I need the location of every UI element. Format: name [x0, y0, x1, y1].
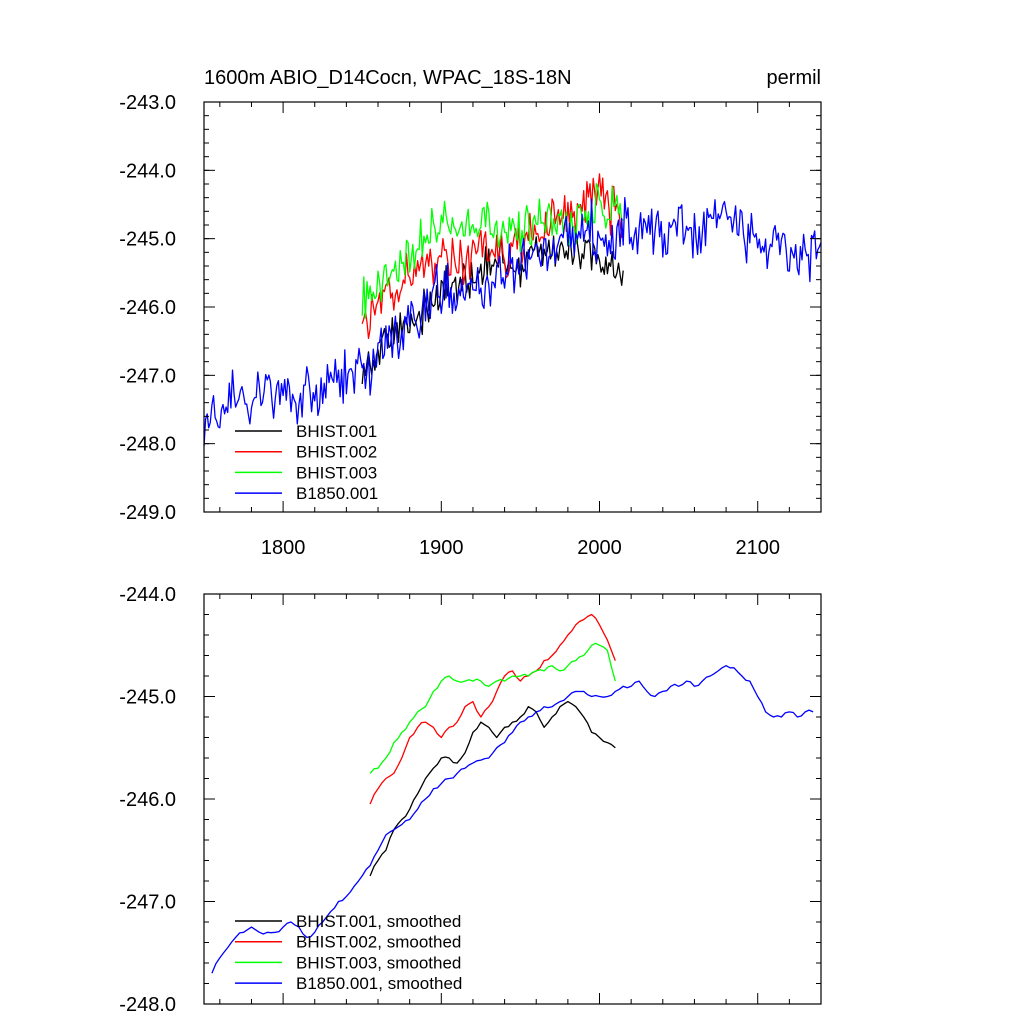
top-y-tick-label: -245.0 [119, 229, 176, 251]
top-legend-label-bhist-001: BHIST.001 [296, 422, 377, 441]
bottom-series-group [211, 613, 814, 974]
top-series-line-bhist-003 [361, 183, 624, 319]
top-y-tick-label: -244.0 [119, 160, 176, 182]
chart-title: 1600m ABIO_D14Cocn, WPAC_18S-18N [204, 67, 572, 89]
top-legend-label-bhist-002: BHIST.002 [296, 443, 377, 462]
bottom-series-line-bhist-001-smoothed [369, 700, 616, 877]
bottom-y-tick-label: -248.0 [119, 994, 176, 1016]
top-series-group [203, 173, 822, 447]
top-y-tick-label: -248.0 [119, 434, 176, 456]
bottom-series-line-b1850-001-smoothed [211, 665, 814, 974]
top-series-line-b1850-001 [203, 197, 822, 447]
x-tick-label: 2000 [577, 537, 622, 559]
bottom-legend-label-bhist-003-smoothed: BHIST.003, smoothed [296, 953, 461, 972]
bottom-y-tick-label: -247.0 [119, 892, 176, 914]
bottom-panel: -244.0 -245.0 -246.0 -247.0 -248.0 BHIST.001… [119, 584, 822, 1016]
top-y-tick-label: -246.0 [119, 297, 176, 319]
bottom-legend-label-b1850-001-smoothed: B1850.001, smoothed [296, 974, 462, 993]
bottom-y-tick-label: -246.0 [119, 789, 176, 811]
x-tick-label: 1900 [419, 537, 464, 559]
top-legend-label-b1850-001: B1850.001 [296, 484, 378, 503]
top-y-tick-label: -249.0 [119, 502, 176, 524]
top-panel: 1600m ABIO_D14Cocn, WPAC_18S-18N permil … [119, 67, 822, 559]
x-tick-label: 2100 [735, 537, 780, 559]
units-label: permil [767, 67, 821, 89]
bottom-y-tick-label: -244.0 [119, 584, 176, 606]
top-y-tick-label: -243.0 [119, 92, 176, 114]
top-axis-ticks: 1800 1900 2000 2100 -243.0 -244.0 -245.0 -246.0… [119, 92, 822, 559]
top-y-tick-label: -247.0 [119, 365, 176, 387]
x-tick-label: 1800 [261, 537, 306, 559]
bottom-legend-label-bhist-002-smoothed: BHIST.002, smoothed [296, 933, 461, 952]
top-legend-label-bhist-003: BHIST.003 [296, 463, 377, 482]
bottom-y-tick-label: -245.0 [119, 687, 176, 709]
bottom-legend-label-bhist-001-smoothed: BHIST.001, smoothed [296, 912, 461, 931]
bottom-plot-frame [203, 593, 822, 1005]
bottom-axis-ticks: -244.0 -245.0 -246.0 -247.0 -248.0 [119, 584, 822, 1016]
top-plot-frame [203, 101, 822, 513]
bottom-series-line-bhist-002-smoothed [369, 613, 616, 805]
bottom-legend: BHIST.001, smoothed BHIST.002, smoothedBH… [235, 912, 462, 993]
bottom-series-line-bhist-003-smoothed [369, 642, 616, 774]
